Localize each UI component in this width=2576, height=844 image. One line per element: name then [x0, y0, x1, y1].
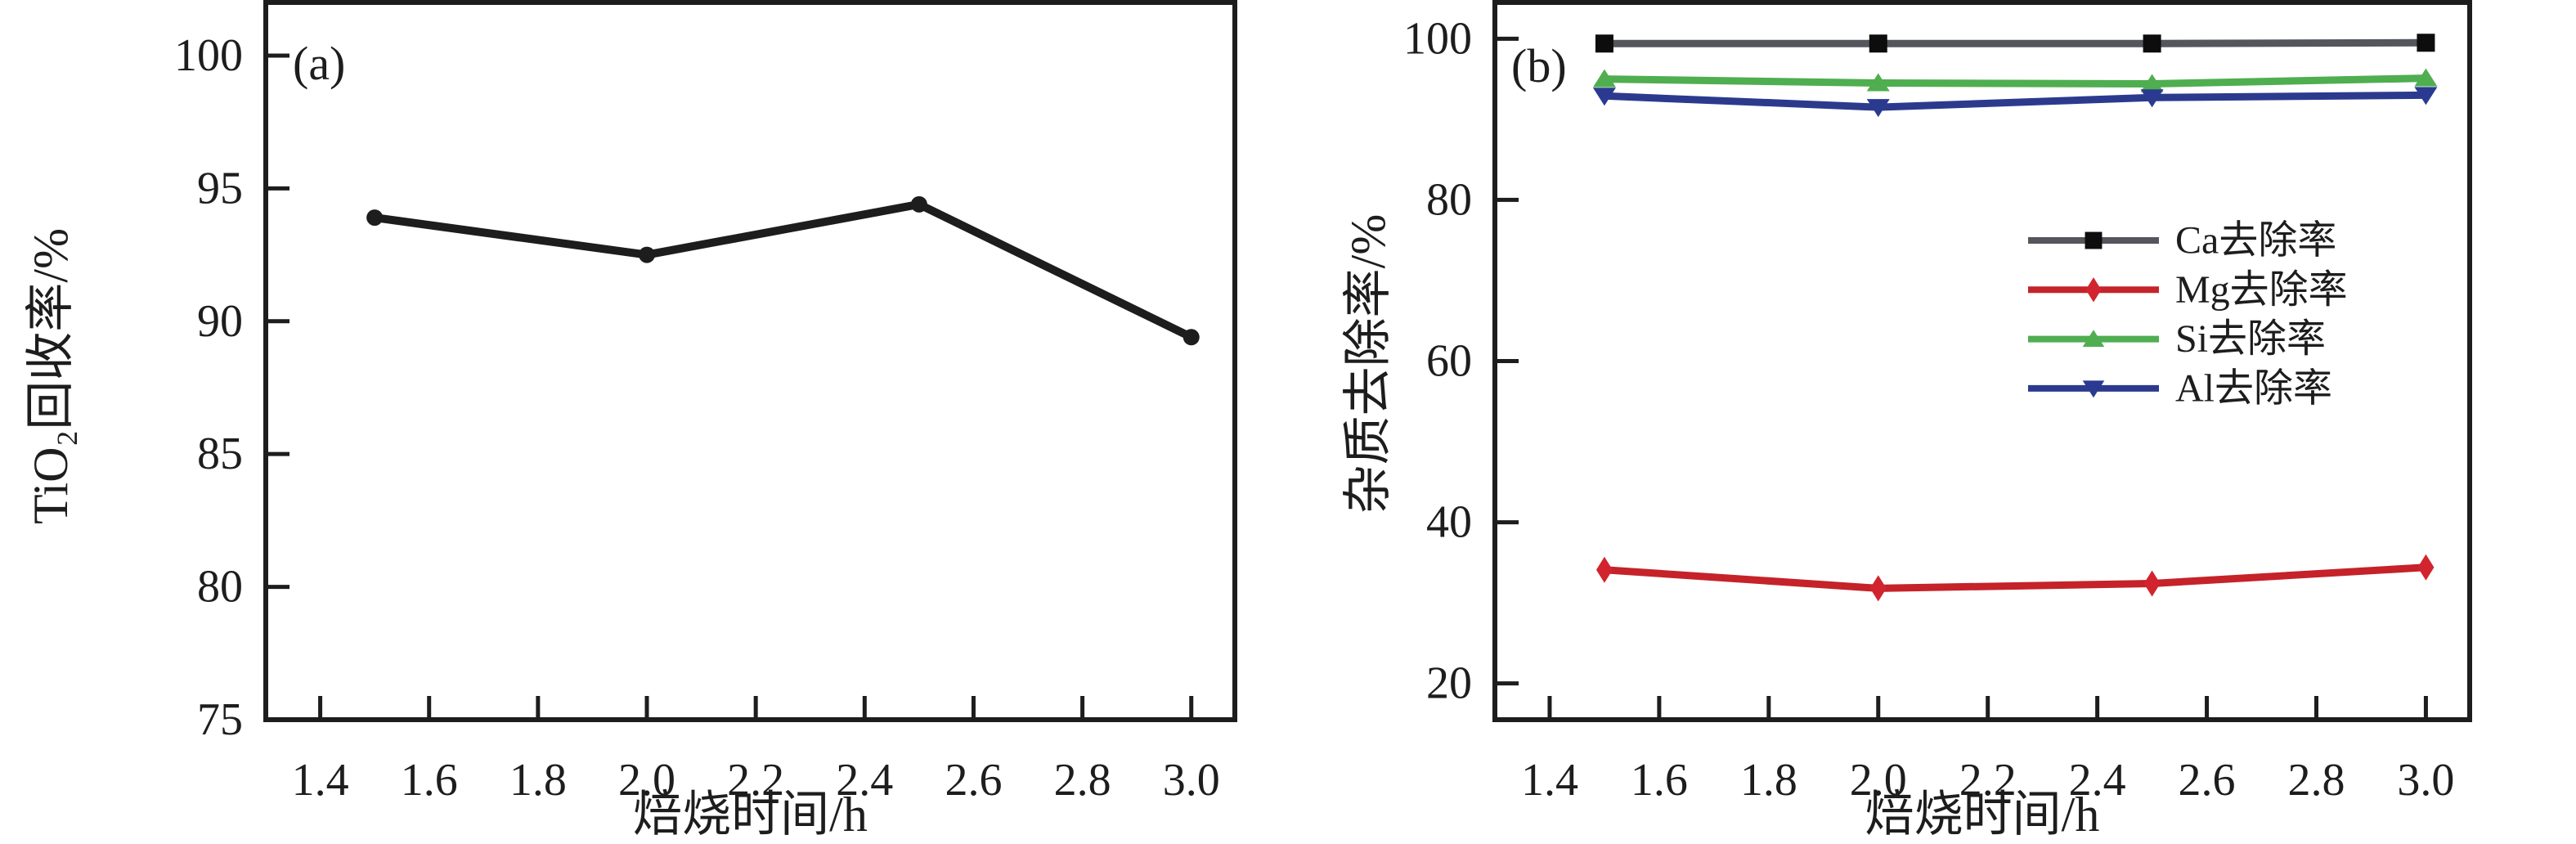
legend-item: Si去除率: [2028, 317, 2326, 361]
data-point-marker: [366, 209, 384, 227]
data-point-marker: [2140, 89, 2164, 108]
data-point-marker: [1869, 575, 1887, 602]
x-tick-label: 2.0: [618, 755, 675, 806]
x-tick-label: 2.8: [1054, 755, 1111, 806]
chart-b-panel: 20 40 60 80 100 1.4 1.6 1.8 2.0 2.2 2.4 2.6 2.8 3.0 焙烧…: [1288, 0, 2576, 844]
x-tick-label: 2.6: [945, 755, 1002, 806]
plot-frame: [263, 0, 1237, 722]
x-tick-label: 3.0: [1163, 755, 1220, 806]
data-point-marker: [1866, 73, 1890, 92]
x-tick-label: 3.0: [2397, 755, 2454, 806]
series-line-0: [370, 200, 1196, 342]
y-tick-label: 85: [197, 429, 243, 479]
legend-label: Ca去除率: [2175, 219, 2336, 263]
y-tick-label: 20: [1426, 658, 1472, 709]
data-point-marker: [1595, 556, 1613, 583]
y-tick-label: 40: [1426, 497, 1472, 548]
data-point-marker: [910, 195, 927, 213]
series-line-1: [1600, 563, 2430, 592]
x-tick-label: 2.8: [2287, 755, 2345, 806]
x-tick-label: 2.2: [1959, 755, 2017, 806]
data-point-marker: [2414, 68, 2438, 87]
x-tick-label: 1.6: [401, 755, 458, 806]
legend: Ca去除率 Mg去除率 Si去除率 Al去除率: [2028, 219, 2348, 410]
x-tick-label: 1.4: [292, 755, 349, 806]
legend-label: Mg去除率: [2175, 268, 2348, 312]
x-axis-title: 焙烧时间/h: [1865, 788, 2100, 842]
x-tick-label: 1.8: [509, 755, 567, 806]
legend-marker: [2085, 277, 2102, 303]
legend-item: Mg去除率: [2028, 268, 2348, 312]
series-line-3: [1600, 91, 2430, 111]
data-point-marker: [1869, 34, 1887, 53]
data-point-marker: [2417, 554, 2435, 581]
legend-item: Ca去除率: [2028, 219, 2336, 263]
legend-item: Al去除率: [2028, 366, 2332, 410]
data-point-marker: [1595, 34, 1613, 53]
chart-a-panel: 75 80 85 90 95 100 1.4 1.6 1.8 2.0 2.2 2.4 2.6 2.8 3.0…: [24, 0, 1237, 842]
x-tick-label: 1.6: [1631, 755, 1688, 806]
chart-b-svg: 20 40 60 80 100 1.4 1.6 1.8 2.0 2.2 2.4 2.6 2.8 3.0 焙烧…: [1341, 0, 2472, 842]
y-tick-label: 80: [1426, 174, 1472, 225]
chart-a-svg: 75 80 85 90 95 100 1.4 1.6 1.8 2.0 2.2 2.4 2.6 2.8 3.0…: [24, 0, 1237, 842]
legend-label: Al去除率: [2175, 366, 2332, 410]
data-point-marker: [2140, 74, 2164, 92]
data-point-marker: [1592, 69, 1616, 88]
y-tick-label: 100: [174, 30, 243, 81]
series-markers-2: [1592, 68, 2438, 92]
x-axis-title: 焙烧时间/h: [633, 788, 868, 842]
data-point-marker: [2417, 34, 2435, 52]
data-point-marker: [1183, 329, 1200, 346]
data-point-marker: [2143, 34, 2161, 53]
series-markers-0: [1595, 34, 2435, 53]
y-tick-label: 90: [197, 296, 243, 347]
legend-label: Si去除率: [2175, 317, 2326, 361]
legend-marker: [2085, 231, 2103, 249]
x-tick-label: 1.4: [1521, 755, 1578, 806]
y-tick-label: 95: [197, 163, 243, 213]
data-point-marker: [2414, 87, 2438, 106]
y-tick-label: 80: [197, 562, 243, 613]
x-tick-label: 2.0: [1850, 755, 1907, 806]
series-markers-0: [366, 195, 1200, 346]
panel-label: (a): [293, 37, 345, 90]
data-point-marker: [1866, 99, 1890, 118]
y-axis-title: TiO₂回收率/%: [24, 228, 78, 524]
x-tick-label: 2.4: [836, 755, 893, 806]
series-markers-3: [1592, 87, 2438, 118]
x-tick-label: 2.2: [727, 755, 784, 806]
series-markers-1: [1595, 554, 2435, 602]
data-point-marker: [2143, 570, 2161, 597]
y-axis-title: 杂质去除率/%: [1341, 214, 1395, 514]
y-tick-label: 75: [197, 694, 243, 745]
panel-label: (b): [1511, 39, 1567, 92]
series-line-2: [1600, 74, 2430, 88]
x-tick-label: 2.4: [2069, 755, 2126, 806]
legend-marker: [2082, 380, 2105, 398]
data-point-marker: [1592, 88, 1616, 106]
data-point-marker: [639, 246, 656, 263]
y-tick-label: 60: [1426, 336, 1472, 387]
legend-marker: [2082, 330, 2105, 348]
plot-frame: [1492, 0, 2472, 722]
x-tick-label: 2.6: [2179, 755, 2236, 806]
x-tick-label: 1.8: [1740, 755, 1797, 806]
y-tick-label: 100: [1403, 13, 1472, 64]
